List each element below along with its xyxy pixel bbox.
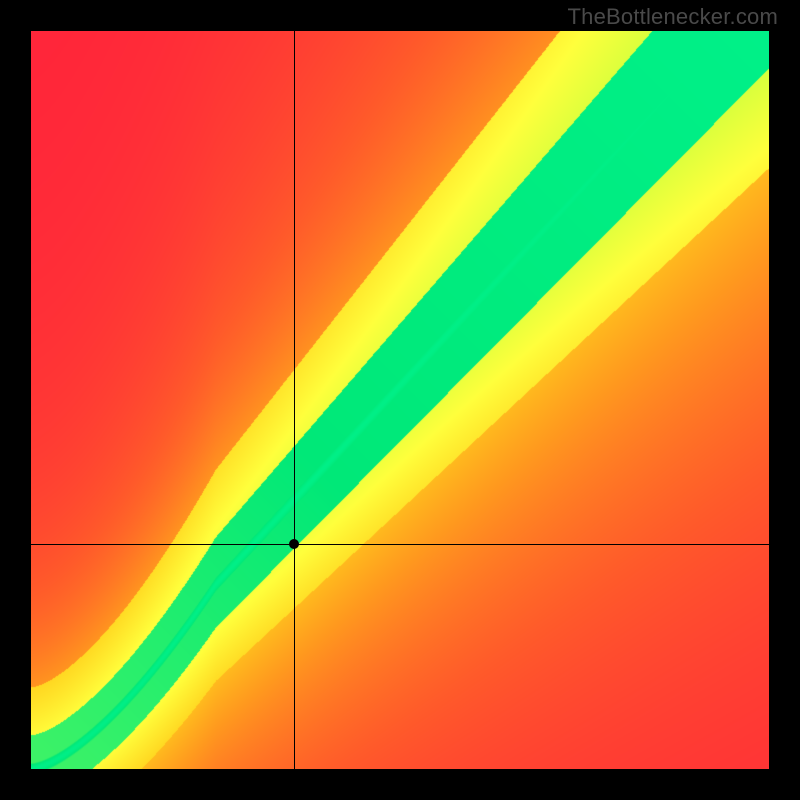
crosshair-horizontal <box>31 544 769 545</box>
chart-container: TheBottlenecker.com <box>0 0 800 800</box>
heatmap-canvas <box>31 31 769 769</box>
crosshair-vertical <box>294 31 295 769</box>
crosshair-marker <box>289 539 299 549</box>
plot-area <box>31 31 769 769</box>
watermark-text: TheBottlenecker.com <box>568 4 778 30</box>
